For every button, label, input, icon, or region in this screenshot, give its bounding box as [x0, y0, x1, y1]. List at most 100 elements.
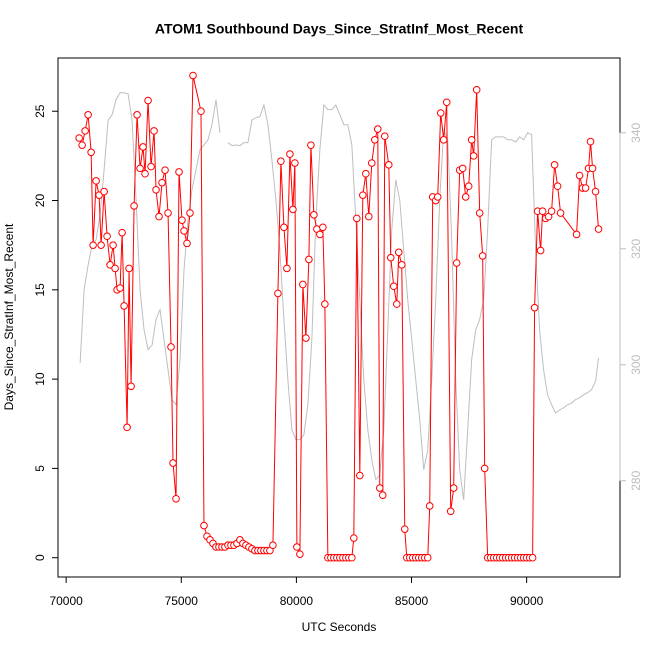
data-point [478, 252, 487, 260]
data-point [433, 193, 442, 201]
plot-frame [57, 57, 621, 578]
data-point [133, 110, 141, 119]
data-point [269, 541, 277, 550]
data-point [302, 334, 310, 342]
data-point [475, 209, 484, 217]
data-point [100, 187, 108, 196]
data-point [120, 302, 128, 310]
data-point [378, 491, 387, 500]
data-point [175, 168, 183, 176]
data-point [591, 187, 600, 196]
data-point [200, 521, 208, 530]
data-point [289, 205, 297, 214]
data-point [528, 553, 537, 562]
data-point [321, 300, 329, 308]
data-point [359, 191, 367, 199]
data-point [136, 164, 144, 173]
data-point [127, 382, 135, 391]
data-point [161, 166, 169, 174]
data-point [89, 241, 97, 249]
data-point [356, 471, 364, 480]
data-point [84, 110, 92, 119]
y-tick-label: 10 [33, 372, 47, 386]
data-point [550, 161, 559, 169]
data-point [386, 253, 395, 262]
data-point [594, 225, 603, 233]
data-point [581, 184, 590, 192]
data-point [425, 502, 434, 510]
data-point [280, 223, 288, 232]
data-point [469, 152, 478, 160]
data-point [547, 207, 556, 216]
data-point [293, 543, 301, 551]
data-point [81, 127, 89, 135]
data-point [97, 241, 105, 249]
data-point [116, 284, 124, 292]
data-point [449, 484, 458, 492]
data-point [538, 207, 547, 216]
data-point [375, 484, 384, 492]
data-point [397, 261, 406, 269]
y2-tick-label: 320 [629, 238, 643, 258]
data-point [139, 143, 147, 151]
data-point [78, 141, 86, 149]
data-point [152, 186, 160, 194]
data-point [283, 264, 291, 273]
data-point [125, 264, 133, 273]
data-point [352, 214, 361, 223]
data-point [130, 202, 138, 210]
data-point [472, 85, 481, 94]
data-point [400, 525, 409, 533]
data-point [362, 169, 370, 178]
data-point [350, 534, 358, 542]
data-point [167, 343, 175, 351]
data-point [319, 223, 327, 232]
data-point [572, 230, 581, 239]
data-point [144, 96, 152, 105]
data-point [530, 303, 539, 312]
data-point [316, 230, 324, 239]
y2-tick-label: 300 [629, 354, 643, 374]
data-point [109, 241, 117, 249]
data-point [92, 177, 100, 185]
y-tick-label: 25 [33, 104, 47, 118]
data-point [169, 459, 177, 467]
x-axis-label: UTC Seconds [302, 620, 377, 634]
data-point [172, 494, 180, 503]
data-point [111, 264, 119, 273]
data-point [106, 261, 114, 269]
data-point [370, 135, 379, 144]
data-point [299, 280, 307, 289]
data-point [178, 216, 186, 224]
data-point [305, 255, 313, 264]
data-point [291, 159, 299, 167]
data-point [367, 159, 376, 167]
data-point [575, 171, 584, 180]
x-tick-label: 80000 [280, 594, 314, 608]
data-point [310, 211, 318, 219]
data-point [103, 232, 111, 241]
data-point [364, 212, 373, 221]
data-point [373, 125, 382, 133]
data-point [446, 507, 455, 516]
data-point [150, 127, 158, 135]
data-point [307, 141, 315, 149]
x-tick-label: 90000 [510, 594, 544, 608]
data-point [75, 134, 83, 142]
series-line [79, 92, 600, 500]
data-point [586, 137, 595, 146]
data-point [458, 164, 467, 173]
data-point [464, 182, 473, 191]
data-point [286, 150, 294, 158]
data-point [197, 107, 205, 116]
y-tick-label: 0 [33, 554, 47, 561]
data-point [392, 300, 401, 308]
x-tick-label: 85000 [395, 594, 429, 608]
data-point [147, 162, 155, 171]
data-point [452, 259, 461, 267]
y-tick-label: 20 [33, 194, 47, 208]
y2-tick-label: 280 [629, 470, 643, 490]
data-point [155, 212, 163, 221]
data-point [423, 553, 432, 562]
